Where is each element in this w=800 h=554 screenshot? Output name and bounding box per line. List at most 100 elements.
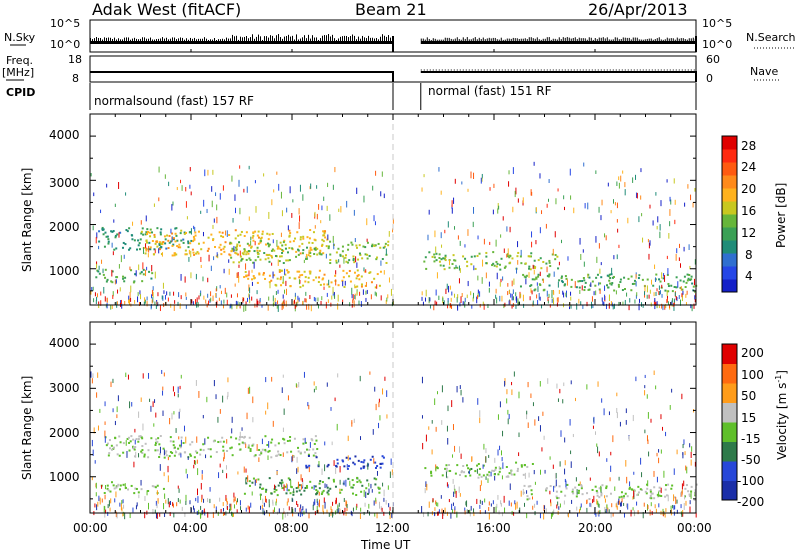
power-echo-cell xyxy=(627,277,630,280)
velocity-echo-cell xyxy=(351,486,354,489)
velocity-clutter xyxy=(261,504,263,509)
power-echo-cell xyxy=(617,285,620,288)
velocity-speckle xyxy=(148,372,150,379)
noise-spike xyxy=(446,37,448,41)
velocity-echo-cell xyxy=(184,451,187,454)
power-echo-cell xyxy=(343,285,346,288)
velocity-speckle xyxy=(378,401,380,408)
power-echo-cell xyxy=(234,246,237,249)
velocity-clutter xyxy=(655,508,657,513)
noise-spike xyxy=(494,37,496,41)
velocity-echo-cell xyxy=(292,493,295,496)
power-speckle xyxy=(661,303,663,309)
velocity-clutter xyxy=(599,509,601,514)
power-speckle xyxy=(152,286,154,291)
velocity-echo-cell xyxy=(510,473,513,476)
velocity-clutter xyxy=(654,504,656,509)
noise-spike xyxy=(310,38,311,41)
velocity-clutter xyxy=(553,509,555,514)
velocity-speckle xyxy=(324,483,326,489)
power-echo-cell xyxy=(439,264,442,267)
velocity-speckle xyxy=(513,371,515,377)
velocity-echo-cell xyxy=(609,492,612,495)
power-clutter xyxy=(305,291,307,296)
power-speckle xyxy=(380,295,382,301)
velocity-echo-cell xyxy=(155,438,158,441)
noise-spike xyxy=(646,38,648,41)
power-speckle xyxy=(95,237,97,244)
power-echo-cell xyxy=(366,241,369,244)
velocity-echo-cell xyxy=(178,444,181,447)
power-speckle xyxy=(479,291,481,297)
noise-spike xyxy=(486,38,488,41)
power-echo-cell xyxy=(358,278,361,281)
noise-spike xyxy=(288,34,289,41)
velocity-speckle xyxy=(511,389,513,396)
velocity-echo-cell xyxy=(106,442,109,445)
power-speckle xyxy=(92,286,94,291)
velocity-echo-cell xyxy=(596,494,599,497)
power-echo-cell xyxy=(252,261,255,264)
velocity-echo-cell xyxy=(292,455,295,458)
velocity-speckle xyxy=(239,431,241,439)
power-speckle xyxy=(181,185,183,191)
power-speckle xyxy=(435,289,437,296)
velocity-speckle xyxy=(167,498,169,505)
velocity-echo-cell xyxy=(580,484,583,487)
velocity-echo-cell xyxy=(273,488,276,491)
velocity-echo-cell xyxy=(264,490,267,493)
power-speckle xyxy=(446,283,448,290)
velocity-speckle xyxy=(369,371,371,375)
power-speckle xyxy=(200,210,202,214)
power-echo-cell xyxy=(321,243,324,246)
power-speckle xyxy=(339,264,341,268)
velocity-echo-cell xyxy=(290,486,293,489)
noise-spike xyxy=(196,39,197,41)
power-speckle xyxy=(596,256,598,263)
power-speckle xyxy=(281,303,283,311)
power-echo-cell xyxy=(689,278,692,281)
velocity-clutter xyxy=(598,503,600,508)
velocity-echo-cell xyxy=(315,493,318,496)
power-echo-cell xyxy=(352,255,355,258)
noise-spike xyxy=(642,39,644,41)
power-speckle xyxy=(134,299,136,304)
velocity-colorbar-swatch xyxy=(722,461,737,481)
power-speckle xyxy=(292,199,294,203)
velocity-speckle xyxy=(641,472,643,478)
power-speckle xyxy=(507,283,509,287)
power-echo-cell xyxy=(257,236,260,239)
power-echo-cell xyxy=(315,276,318,279)
power-speckle xyxy=(506,254,508,258)
noise-spike xyxy=(364,37,365,41)
velocity-speckle xyxy=(673,468,675,475)
power-echo-cell xyxy=(470,255,473,258)
velocity-echo-cell xyxy=(110,481,113,484)
noise-spike xyxy=(498,39,500,41)
velocity-echo-cell xyxy=(252,443,255,446)
velocity-echo-cell xyxy=(318,487,321,490)
power-echo-cell xyxy=(314,246,317,249)
power-echo-cell xyxy=(548,273,551,276)
velocity-speckle xyxy=(632,414,634,422)
velocity-echo-cell xyxy=(360,460,363,463)
velocity-speckle xyxy=(542,411,544,416)
velocity-speckle xyxy=(159,512,161,517)
power-echo-cell xyxy=(158,244,161,247)
power-clutter xyxy=(558,289,560,294)
velocity-echo-cell xyxy=(319,480,322,483)
velocity-clutter xyxy=(680,504,682,509)
velocity-echo-cell xyxy=(499,467,502,470)
velocity-speckle xyxy=(175,428,177,433)
power-echo-cell xyxy=(223,245,226,248)
noise-spike xyxy=(360,38,361,41)
velocity-clutter xyxy=(435,502,437,507)
power-speckle xyxy=(535,240,537,245)
power-clutter xyxy=(551,294,553,299)
noise-spike xyxy=(266,36,267,41)
power-echo-cell xyxy=(542,289,545,292)
power-echo-cell xyxy=(374,286,377,289)
velocity-speckle xyxy=(169,417,171,425)
power-echo-cell xyxy=(146,233,149,236)
power-echo-cell xyxy=(137,244,140,247)
